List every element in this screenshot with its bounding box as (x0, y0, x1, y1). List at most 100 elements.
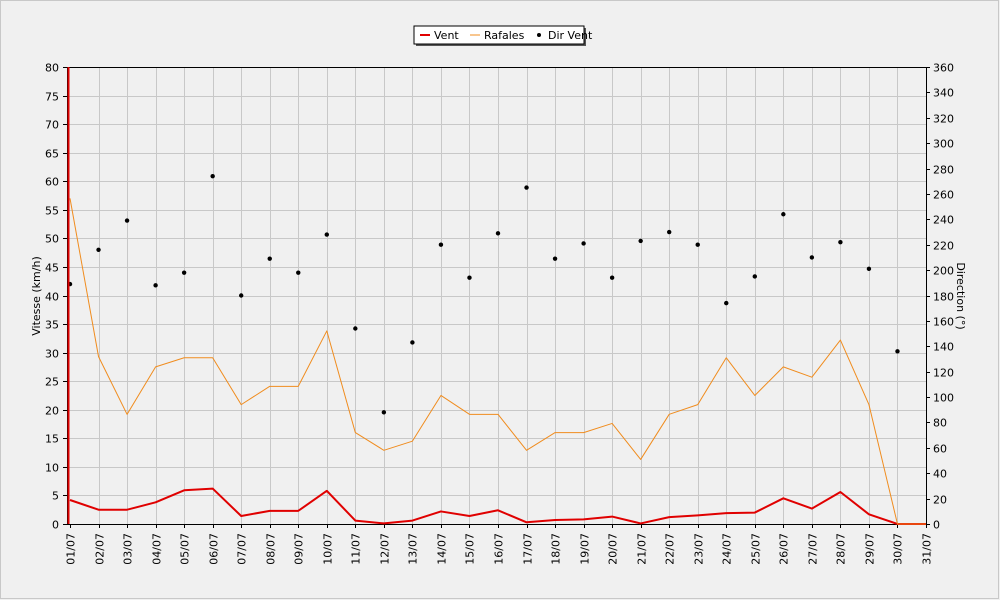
plot-area (67, 67, 926, 524)
right-tick-label: 300 (933, 138, 954, 151)
left-tick-label: 45 (45, 262, 59, 275)
dir-vent-point (324, 232, 329, 237)
x-tick-label: 18/07 (550, 533, 563, 565)
right-tick-label: 180 (933, 291, 954, 304)
x-tick-label: 10/07 (322, 533, 335, 565)
dir-vent-point (609, 275, 615, 280)
left-tick-label: 10 (45, 462, 59, 475)
x-tick-label: 28/07 (835, 533, 848, 565)
dir-vent-point (809, 255, 815, 260)
x-tick-label: 23/07 (693, 533, 706, 565)
dir-vent-point (210, 173, 215, 179)
x-tick-label: 03/07 (122, 533, 135, 565)
legend-box (413, 25, 585, 45)
right-tick-label: 220 (933, 240, 954, 253)
left-tick-label: 70 (45, 119, 59, 132)
dir-vent-point (581, 241, 586, 246)
x-tick-label: 21/07 (636, 533, 649, 565)
left-tick-label: 0 (52, 519, 59, 532)
right-tick-label: 280 (933, 164, 954, 177)
left-tick-label: 35 (45, 319, 59, 332)
left-tick-label: 80 (45, 62, 59, 75)
x-tick-label: 20/07 (607, 533, 620, 565)
right-axis-title: Direction (°) (954, 262, 967, 329)
legend-label: Rafales (484, 29, 525, 42)
dir-vent-point (866, 266, 872, 272)
right-tick-label: 140 (933, 341, 954, 354)
x-tick-label: 14/07 (436, 533, 449, 565)
x-tick-label: 24/07 (721, 533, 734, 565)
left-tick-label: 55 (45, 205, 59, 218)
x-tick-label: 27/07 (807, 533, 820, 565)
dir-vent-point (296, 270, 301, 275)
grid (67, 67, 926, 524)
left-tick-label: 15 (45, 433, 59, 446)
right-tick-label: 240 (933, 214, 954, 227)
left-tick-label: 5 (52, 490, 59, 503)
left-tick-label: 20 (45, 405, 59, 418)
right-tick-label: 360 (933, 62, 954, 75)
dir-vent-point (838, 239, 843, 245)
x-tick-label: 04/07 (151, 533, 164, 565)
right-tick-label: 160 (933, 316, 954, 329)
x-tick-label: 13/07 (407, 533, 420, 565)
x-tick-label: 22/07 (664, 533, 677, 565)
x-tick-label: 09/07 (293, 533, 306, 565)
left-tick-label: 30 (45, 348, 59, 361)
series-line-vent (69, 487, 926, 525)
right-tick-label: 0 (933, 519, 940, 532)
legend-label: Dir Vent (548, 29, 593, 42)
x-tick-label: 15/07 (464, 533, 477, 565)
legend-swatch (537, 33, 541, 37)
x-tick-label: 16/07 (493, 533, 506, 565)
left-axis-ticks: 0 5 10 15 20 25 30 35 40 45 50 55 60 65 70 75 80 (45, 62, 67, 532)
x-tick-label: 19/07 (579, 533, 592, 565)
right-tick-label: 80 (933, 417, 947, 430)
right-tick-label: 100 (933, 392, 954, 405)
x-tick-label: 11/07 (350, 533, 363, 565)
right-tick-label: 340 (933, 87, 954, 100)
x-tick-label: 01/07 (65, 533, 78, 565)
legend-label: Vent (434, 29, 459, 42)
right-tick-label: 20 (933, 494, 947, 507)
x-tick-label: 17/07 (522, 533, 535, 565)
left-tick-label: 50 (45, 233, 59, 246)
x-axis-ticks: 01/07 02/07 03/07 04/07 05/07 06/07 07/07 08/07… (65, 524, 934, 565)
dir-vent-point (524, 185, 529, 190)
right-tick-label: 60 (933, 443, 947, 456)
dir-vent-point (353, 326, 358, 331)
x-tick-label: 29/07 (864, 533, 877, 565)
dir-vent-point (239, 293, 244, 298)
dir-vent-point (438, 242, 444, 247)
dir-vent-point (381, 410, 387, 415)
dir-vent-point (552, 256, 558, 261)
x-tick-label: 02/07 (94, 533, 107, 565)
x-tick-label: 30/07 (892, 533, 905, 565)
dir-vent-point (495, 231, 501, 236)
dir-vent-point (724, 300, 729, 306)
dir-vent-point (695, 242, 700, 247)
x-tick-label: 05/07 (179, 533, 192, 565)
x-tick-label: 31/07 (921, 533, 934, 565)
dir-vent-point (96, 247, 101, 252)
dir-vent-point (267, 256, 272, 261)
left-tick-label: 40 (45, 291, 59, 304)
left-tick-label: 60 (45, 176, 59, 189)
right-tick-label: 320 (933, 113, 954, 126)
dir-vent-point (181, 270, 187, 275)
dir-vent-point (124, 218, 130, 223)
x-tick-label: 12/07 (379, 533, 392, 565)
dir-vent-point (410, 340, 415, 345)
right-tick-label: 200 (933, 265, 954, 278)
x-tick-label: 25/07 (750, 533, 763, 565)
series-layer (67, 67, 926, 525)
x-tick-label: 08/07 (265, 533, 278, 565)
legend: Vent Rafales Dir Vent (413, 25, 593, 46)
x-tick-label: 07/07 (236, 533, 249, 565)
dir-vent-point (781, 212, 786, 217)
x-tick-label: 06/07 (208, 533, 221, 565)
dir-vent-point (153, 283, 158, 288)
